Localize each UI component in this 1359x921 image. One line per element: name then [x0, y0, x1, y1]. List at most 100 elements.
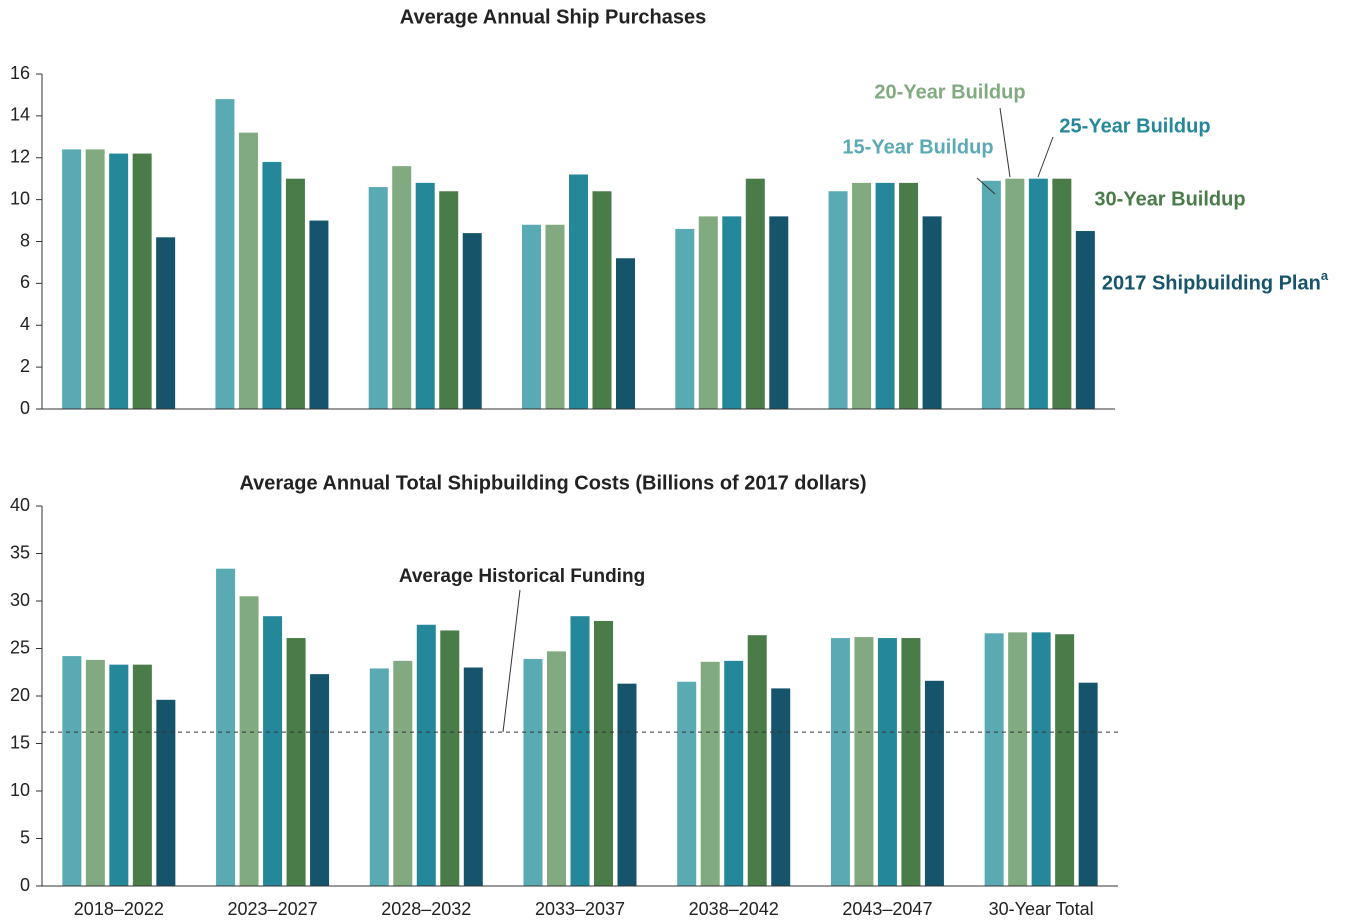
bar	[62, 149, 82, 409]
bar	[677, 681, 697, 886]
bar	[981, 180, 1001, 409]
bar	[216, 568, 236, 886]
bar	[1031, 632, 1051, 886]
bar	[462, 233, 482, 409]
bar	[392, 166, 412, 409]
bar	[745, 178, 765, 409]
leader-line	[999, 107, 1011, 178]
y-tick-label: 35	[10, 542, 30, 562]
bar	[416, 624, 436, 886]
y-tick-label: 0	[20, 398, 30, 418]
bar	[722, 216, 742, 409]
bar	[439, 191, 459, 409]
bar	[1005, 178, 1025, 409]
bar	[1028, 178, 1048, 409]
y-tick-label: 10	[10, 780, 30, 800]
bar	[594, 620, 613, 886]
bar	[393, 660, 413, 886]
bar	[263, 616, 283, 886]
y-tick-label: 12	[10, 147, 30, 167]
bar	[85, 659, 105, 886]
bar	[109, 664, 129, 886]
legend-label: 15-Year Buildup	[842, 136, 993, 158]
bar	[1055, 634, 1075, 886]
bar	[875, 182, 895, 409]
x-tick-label: 30-Year Total	[989, 899, 1094, 919]
bar	[828, 191, 848, 409]
bar	[698, 216, 718, 409]
bar	[215, 99, 235, 409]
y-tick-label: 8	[20, 230, 30, 250]
bar	[463, 667, 483, 886]
y-tick-label: 30	[10, 590, 30, 610]
bar	[700, 661, 720, 886]
x-tick-label: 2033–2037	[535, 899, 625, 919]
bar	[368, 187, 388, 409]
leader-line	[976, 177, 996, 195]
y-tick-label: 0	[20, 875, 30, 895]
bar	[852, 182, 872, 409]
leader-line	[502, 589, 521, 733]
y-tick-label: 10	[10, 188, 30, 208]
x-tick-label: 2018–2022	[74, 899, 164, 919]
bar	[1008, 632, 1028, 886]
bar	[547, 651, 566, 886]
bar	[262, 161, 282, 409]
bar	[239, 596, 259, 886]
bar	[617, 683, 637, 886]
bar	[984, 633, 1004, 886]
y-tick-label: 4	[20, 314, 30, 334]
bar	[132, 664, 152, 886]
bar	[1078, 682, 1098, 886]
bar	[85, 149, 105, 409]
bar	[877, 638, 897, 886]
bar	[109, 153, 129, 409]
bar	[156, 699, 176, 886]
y-tick-label: 16	[10, 63, 30, 83]
legend-footnote: a	[1321, 268, 1329, 283]
annotation: Average Historical Funding	[399, 566, 645, 587]
y-tick-label: 14	[10, 105, 30, 125]
legend-label: 20-Year Buildup	[874, 81, 1025, 103]
x-tick-label: 2038–2042	[689, 899, 779, 919]
bar	[830, 638, 850, 886]
bar	[309, 220, 329, 409]
bar	[440, 630, 460, 886]
y-tick-label: 25	[10, 637, 30, 657]
y-tick-label: 40	[10, 495, 30, 515]
legend-label: 25-Year Buildup	[1059, 115, 1210, 137]
bar	[285, 178, 305, 409]
bar	[156, 237, 176, 409]
chart-title: Average Annual Total Shipbuilding Costs …	[239, 472, 866, 494]
bar	[922, 216, 942, 409]
y-tick-label: 20	[10, 685, 30, 705]
bar	[238, 132, 258, 409]
y-tick-label: 15	[10, 732, 30, 752]
bar	[369, 668, 389, 886]
bar	[310, 674, 330, 886]
bar	[592, 191, 612, 409]
x-tick-label: 2043–2047	[842, 899, 932, 919]
bar	[854, 637, 874, 886]
y-tick-label: 5	[20, 827, 30, 847]
bar	[616, 258, 635, 409]
bar	[675, 228, 695, 409]
bar	[415, 182, 435, 409]
y-tick-label: 2	[20, 356, 30, 376]
bar	[1052, 178, 1072, 409]
bar	[545, 224, 565, 409]
bar	[62, 656, 82, 886]
bar	[522, 224, 541, 409]
legend-label: 30-Year Buildup	[1094, 188, 1245, 210]
x-tick-label: 2028–2032	[381, 899, 471, 919]
bar	[769, 216, 789, 409]
bar	[899, 182, 919, 409]
bar	[901, 638, 921, 886]
x-tick-label: 2023–2027	[228, 899, 318, 919]
bar	[724, 660, 744, 886]
bar	[924, 680, 944, 886]
chart-title: Average Annual Ship Purchases	[400, 6, 706, 28]
bar	[286, 638, 306, 886]
